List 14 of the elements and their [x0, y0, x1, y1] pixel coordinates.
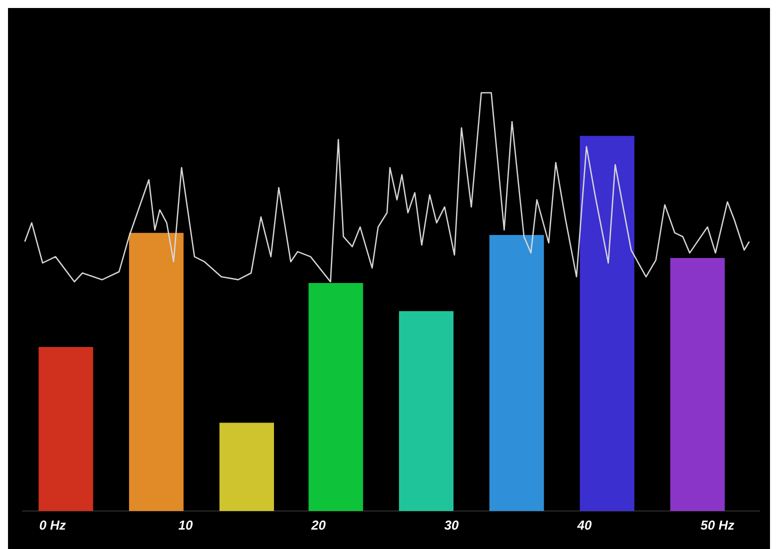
bar [38, 347, 94, 511]
bar [580, 136, 634, 511]
x-tick-label: 30 [444, 520, 459, 530]
x-tick-label: 10 [178, 520, 193, 530]
x-tick-label: 50 Hz [700, 520, 734, 530]
x-tick-label: 40 [577, 520, 592, 530]
bar [129, 232, 184, 511]
bar [489, 234, 544, 511]
x-tick-label: 20 [311, 520, 326, 530]
bar [398, 311, 454, 511]
bar [670, 258, 725, 511]
bar [308, 283, 364, 511]
bar [219, 422, 274, 511]
x-tick-label: 0 Hz [40, 520, 66, 530]
